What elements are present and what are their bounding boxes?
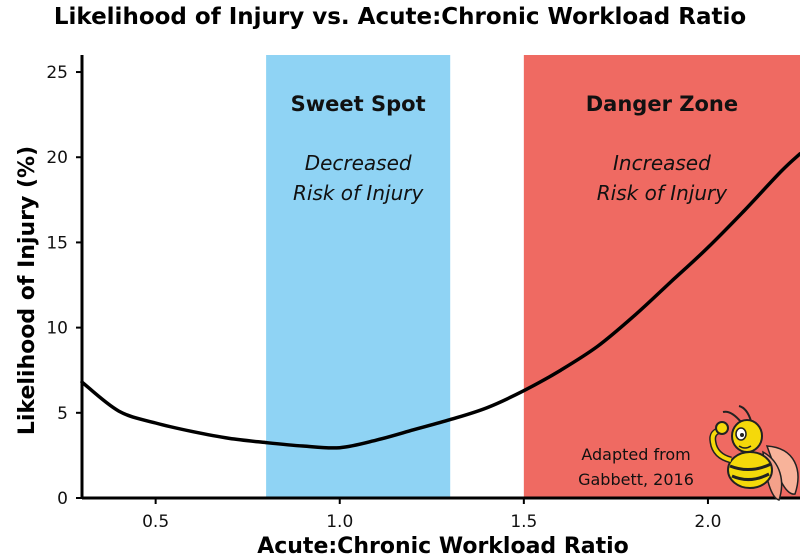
- danger-zone-title: Danger Zone: [586, 92, 738, 116]
- y-tick-label: 0: [57, 489, 68, 509]
- y-tick-label: 10: [46, 319, 68, 339]
- y-tick-label: 25: [46, 63, 68, 83]
- sweet-spot-title: Sweet Spot: [291, 92, 426, 116]
- y-tick-label: 15: [46, 233, 68, 253]
- x-tick-label: 0.5: [142, 512, 169, 532]
- credit-annotation-line: Gabbett, 2016: [578, 470, 694, 489]
- credit-annotation-line: Adapted from: [581, 445, 690, 464]
- axes-layer: [80, 55, 800, 500]
- curve-layer: [80, 152, 800, 450]
- danger-zone-subtitle-line: Increased: [613, 151, 711, 175]
- y-axis-title: Likelihood of Injury (%): [15, 146, 40, 435]
- labels-layer: Sweet Spot Decreased Risk of Injury Danger …: [15, 92, 738, 559]
- chart-title: Likelihood of Injury vs. Acute:Chronic W…: [53, 4, 747, 30]
- danger-zone-subtitle-line: Risk of Injury: [597, 181, 728, 205]
- hornet-mascot-icon: [709, 405, 799, 501]
- y-tick-label: 5: [57, 404, 68, 424]
- region-sweet-spot: [266, 55, 451, 498]
- x-tick-label: 1.5: [510, 512, 537, 532]
- injury-curve-line: [80, 152, 800, 450]
- ticks-layer: 0 5 10 15 20 25 0.5 1.0 1.5 2.0: [46, 63, 721, 532]
- sweet-spot-subtitle-line: Decreased: [305, 151, 412, 175]
- sweet-spot-subtitle-line: Risk of Injury: [293, 181, 424, 205]
- x-tick-label: 1.0: [326, 512, 353, 532]
- x-axis-title: Acute:Chronic Workload Ratio: [257, 534, 629, 559]
- x-tick-label: 2.0: [694, 512, 721, 532]
- y-tick-label: 20: [46, 148, 68, 168]
